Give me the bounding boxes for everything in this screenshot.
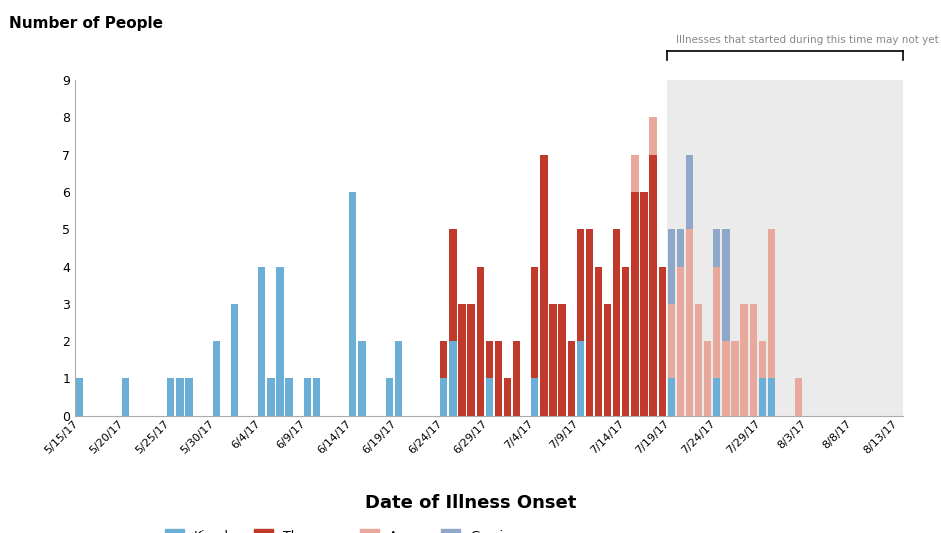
- Bar: [586, 229, 593, 416]
- Bar: [667, 80, 903, 416]
- Bar: [668, 229, 675, 304]
- Bar: [713, 229, 721, 266]
- Bar: [704, 341, 711, 416]
- Bar: [649, 155, 657, 416]
- Bar: [503, 378, 511, 416]
- Text: Number of People: Number of People: [9, 16, 164, 31]
- Text: Illnesses that started during this time may not yet be reported: Illnesses that started during this time …: [677, 35, 941, 45]
- Bar: [304, 378, 311, 416]
- Bar: [677, 266, 684, 416]
- Bar: [641, 192, 647, 416]
- Bar: [649, 117, 657, 155]
- Bar: [458, 304, 466, 416]
- Bar: [577, 229, 584, 341]
- Bar: [750, 304, 757, 416]
- Bar: [723, 229, 729, 341]
- Bar: [567, 341, 575, 416]
- Bar: [176, 378, 183, 416]
- Bar: [604, 304, 612, 416]
- Bar: [758, 378, 766, 416]
- Bar: [213, 341, 220, 416]
- Bar: [713, 266, 721, 378]
- Bar: [659, 266, 666, 416]
- Bar: [486, 341, 493, 378]
- Legend: Kiambu, Thompson, Agona, Gaminara: Kiambu, Thompson, Agona, Gaminara: [166, 529, 532, 533]
- Bar: [768, 229, 775, 378]
- Bar: [686, 155, 694, 229]
- Bar: [731, 341, 739, 416]
- Bar: [394, 341, 402, 416]
- Bar: [167, 378, 174, 416]
- Bar: [768, 378, 775, 416]
- Bar: [258, 266, 265, 416]
- Bar: [758, 341, 766, 378]
- Bar: [531, 378, 538, 416]
- Bar: [449, 341, 456, 416]
- Bar: [513, 341, 520, 416]
- Bar: [312, 378, 320, 416]
- Bar: [577, 341, 584, 416]
- Bar: [285, 378, 293, 416]
- Bar: [476, 266, 484, 416]
- Bar: [558, 304, 566, 416]
- Bar: [359, 341, 365, 416]
- Bar: [440, 378, 448, 416]
- Bar: [741, 304, 748, 416]
- Bar: [595, 266, 602, 416]
- Bar: [668, 304, 675, 378]
- Bar: [677, 229, 684, 266]
- Bar: [386, 378, 392, 416]
- Bar: [76, 378, 84, 416]
- Bar: [486, 378, 493, 416]
- Bar: [550, 304, 557, 416]
- Bar: [631, 192, 639, 416]
- Bar: [631, 155, 639, 192]
- Bar: [686, 229, 694, 416]
- Bar: [723, 341, 729, 416]
- Text: Date of Illness Onset: Date of Illness Onset: [365, 494, 576, 512]
- Bar: [121, 378, 129, 416]
- Bar: [531, 266, 538, 378]
- Bar: [277, 266, 283, 416]
- Bar: [795, 378, 803, 416]
- Bar: [468, 304, 475, 416]
- Bar: [440, 341, 448, 378]
- Bar: [231, 304, 238, 416]
- Bar: [622, 266, 630, 416]
- Bar: [695, 304, 702, 416]
- Bar: [495, 341, 502, 416]
- Bar: [668, 378, 675, 416]
- Bar: [713, 378, 721, 416]
- Bar: [185, 378, 193, 416]
- Bar: [449, 229, 456, 341]
- Bar: [267, 378, 275, 416]
- Bar: [614, 229, 620, 416]
- Bar: [540, 155, 548, 416]
- Bar: [349, 192, 357, 416]
